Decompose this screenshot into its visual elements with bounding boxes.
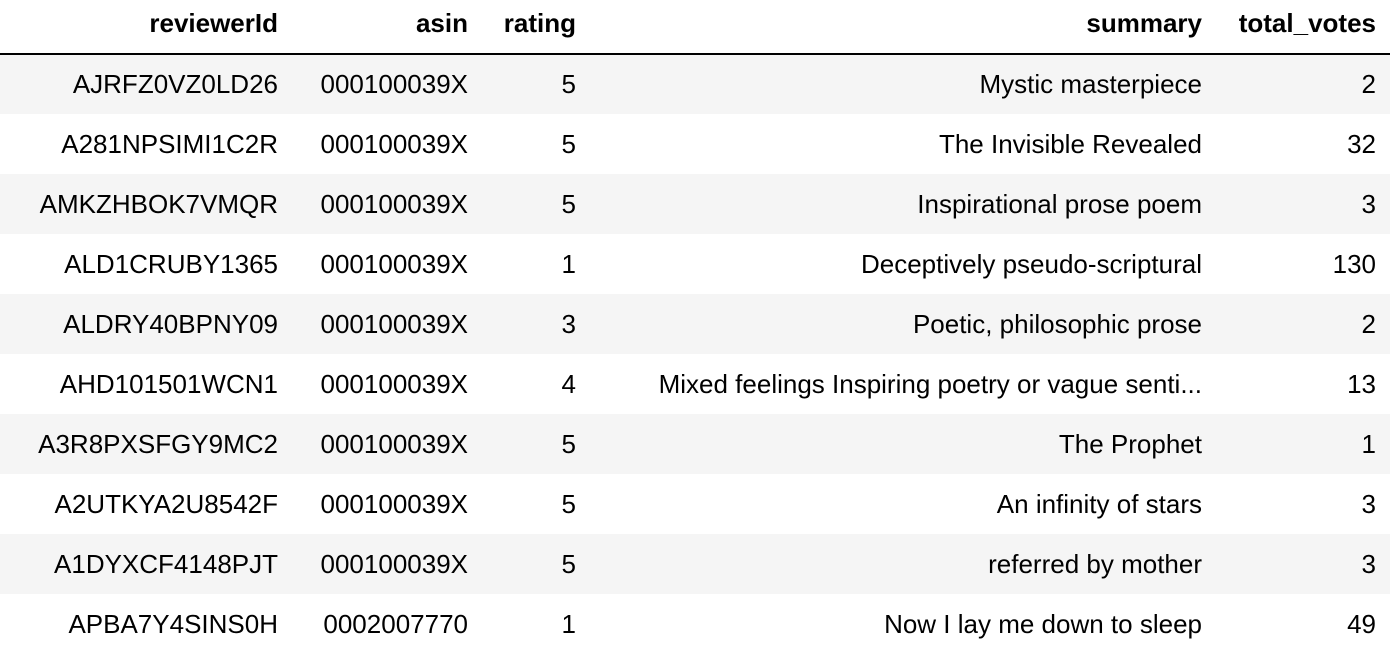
table-row: APBA7Y4SINS0H 0002007770 1 Now I lay me … [0,594,1390,654]
cell-asin: 000100039X [320,188,468,219]
cell-asin: 000100039X [320,248,468,279]
cell-rating: 3 [561,308,576,339]
cell-total-votes: 2 [1361,69,1376,99]
cell-summary: Inspirational prose poem [917,188,1202,219]
column-header-summary: summary [588,0,1214,55]
header-row: reviewerId asin rating summary total_vot… [0,0,1390,55]
cell-reviewerId: AMKZHBOK7VMQR [39,188,278,219]
cell-summary: The Prophet [1058,428,1202,459]
cell-reviewerId: AHD101501WCN1 [59,368,278,399]
table-row: ALDRY40BPNY09 000100039X 3 Poetic, philo… [0,294,1390,354]
cell-summary: referred by mother [988,548,1202,579]
table-body: AJRFZ0VZ0LD26 000100039X 5 Mystic master… [0,54,1390,654]
cell-asin: 000100039X [320,368,468,399]
cell-asin: 000100039X [320,128,468,159]
cell-reviewerId: A2UTKYA2U8542F [54,488,278,519]
table-row: AJRFZ0VZ0LD26 000100039X 5 Mystic master… [0,54,1390,114]
cell-rating: 5 [561,428,576,459]
cell-rating: 5 [561,548,576,579]
table-row: AHD101501WCN1 000100039X 4 Mixed feeling… [0,354,1390,414]
cell-rating: 1 [561,608,576,639]
cell-rating: 4 [561,368,576,399]
table-row: A1DYXCF4148PJT 000100039X 5 referred by … [0,534,1390,594]
cell-rating: 5 [561,188,576,219]
cell-rating: 5 [561,69,576,99]
column-header-asin: asin [290,0,480,55]
cell-summary: An infinity of stars [996,488,1202,519]
cell-summary: The Invisible Revealed [938,128,1202,159]
table-row: A3R8PXSFGY9MC2 000100039X 5 The Prophet … [0,414,1390,474]
cell-total-votes: 3 [1361,488,1376,519]
cell-rating: 1 [561,248,576,279]
table-row: AMKZHBOK7VMQR 000100039X 5 Inspirational… [0,174,1390,234]
table-row: A281NPSIMI1C2R 000100039X 5 The Invisibl… [0,114,1390,174]
cell-summary: Poetic, philosophic prose [912,308,1202,339]
column-header-reviewerId: reviewerId [0,0,290,55]
cell-total-votes: 130 [1332,248,1376,279]
cell-reviewerId: ALDRY40BPNY09 [63,308,278,339]
table-row: ALD1CRUBY1365 000100039X 1 Deceptively p… [0,234,1390,294]
cell-reviewerId: ALD1CRUBY1365 [64,248,278,279]
cell-summary: Mixed feelings Inspiring poetry or vague… [658,368,1202,399]
table-row: A2UTKYA2U8542F 000100039X 5 An infinity … [0,474,1390,534]
cell-total-votes: 3 [1361,548,1376,579]
cell-total-votes: 3 [1361,188,1376,219]
column-header-total-votes: total_votes [1214,0,1390,55]
cell-reviewerId: A3R8PXSFGY9MC2 [38,428,278,459]
cell-rating: 5 [561,488,576,519]
cell-asin: 000100039X [320,308,468,339]
table-header: reviewerId asin rating summary total_vot… [0,0,1390,55]
cell-total-votes: 2 [1361,308,1376,339]
cell-asin: 000100039X [320,69,468,99]
cell-asin: 0002007770 [323,608,468,639]
cell-reviewerId: A281NPSIMI1C2R [61,128,278,159]
cell-total-votes: 32 [1347,128,1376,159]
column-header-rating: rating [480,0,588,55]
cell-asin: 000100039X [320,548,468,579]
cell-summary: Mystic masterpiece [979,69,1203,99]
cell-rating: 5 [561,128,576,159]
cell-reviewerId: APBA7Y4SINS0H [68,608,278,639]
cell-reviewerId: A1DYXCF4148PJT [54,548,278,579]
cell-asin: 000100039X [320,488,468,519]
cell-total-votes: 1 [1361,428,1376,459]
cell-total-votes: 13 [1347,368,1376,399]
cell-reviewerId: AJRFZ0VZ0LD26 [72,69,278,99]
cell-summary: Now I lay me down to sleep [884,608,1202,639]
cell-total-votes: 49 [1347,608,1376,639]
cell-summary: Deceptively pseudo-scriptural [860,248,1202,279]
cell-asin: 000100039X [320,428,468,459]
